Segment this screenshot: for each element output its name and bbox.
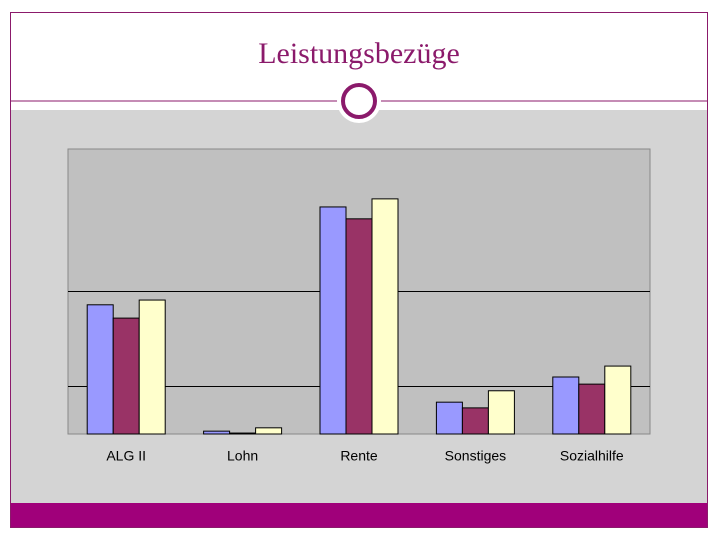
bar [371,198,399,435]
bar [86,304,114,435]
bar [578,383,606,435]
x-tick-label: Lohn [227,448,258,464]
bar [229,432,257,435]
bar [138,299,166,435]
bar [319,206,347,435]
x-tick-label: ALG II [106,448,146,464]
bar [487,390,515,435]
bar [203,430,231,435]
chart-title: Leistungsbezüge [258,37,460,70]
bar [435,401,463,435]
bar [255,427,283,435]
bar [345,218,373,435]
bar [112,317,140,435]
bar [461,407,489,435]
bar [604,365,632,435]
x-tick-label: Sozialhilfe [560,448,624,464]
bar [552,376,580,435]
ornament [341,83,377,119]
x-tick-label: Rente [340,448,378,464]
footer-bar [11,503,707,527]
x-tick-label: Sonstiges [445,448,506,464]
